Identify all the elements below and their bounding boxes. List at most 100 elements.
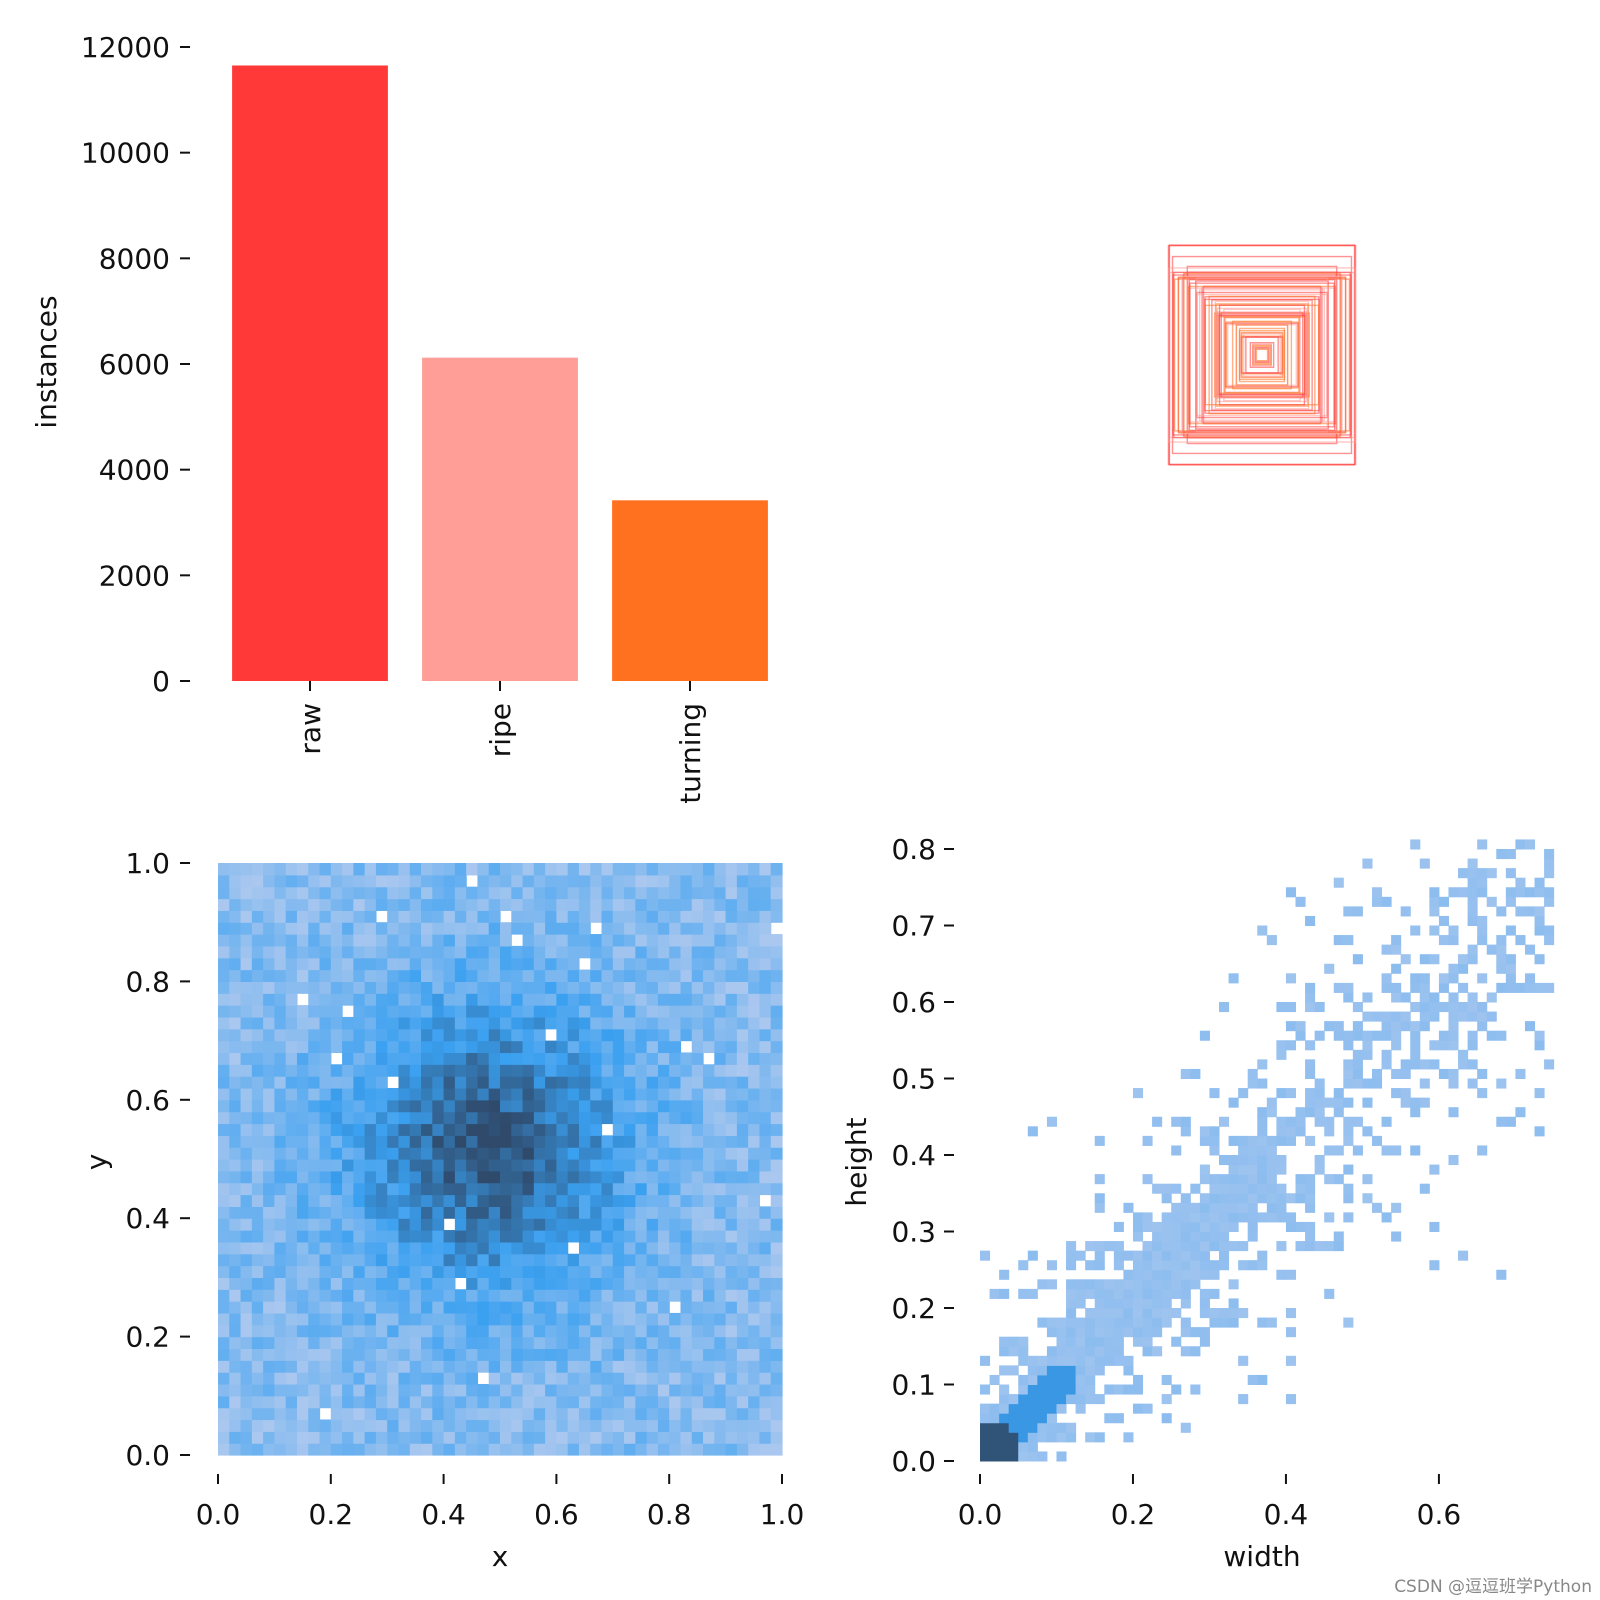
xy-cell [556,1099,569,1113]
xy-cell [736,922,749,935]
wh-cell [1075,1403,1086,1414]
xy-cell [364,1443,377,1456]
xy-cell [601,1360,614,1373]
xy-cell [556,1265,569,1278]
xy-cell [488,1348,501,1361]
xy-cell [398,1005,411,1018]
xy-cell [748,1253,761,1267]
xy-cell [601,934,614,947]
wh-cell [1180,1212,1191,1223]
xy-cell [330,1265,343,1278]
xy-cell [590,1135,603,1148]
xy-cell [578,1241,591,1255]
xy-cell [669,969,682,982]
xy-cell [578,1360,591,1373]
xy-cell [714,957,727,971]
xy-cell [725,1218,738,1231]
xy-cell [601,1277,614,1290]
wh-cell [1152,1288,1163,1299]
wh-cell [1343,1164,1354,1175]
xy-cell [533,1052,546,1065]
xy-cell [759,1147,772,1160]
xy-cell [364,1218,377,1231]
xy-cell [511,863,524,876]
xy-cell [296,874,309,888]
xy-cell [432,1372,445,1385]
bar-y-axis-label: instances [30,295,63,428]
xy-cell [364,1005,377,1018]
xy-cell [635,1087,648,1101]
xy-cell [725,1289,738,1302]
xy-cell [590,1336,603,1350]
xy-cell [229,910,242,923]
xy-cell [567,1230,580,1243]
xy-cell [296,1265,309,1278]
wh-cell [1429,1221,1440,1232]
xy-cell [669,1443,682,1456]
xy-cell [375,1277,388,1290]
xy-cell [296,922,309,935]
xy-cell [680,1383,693,1397]
xy-cell [274,1301,287,1314]
xy-cell [263,1016,275,1030]
wh-cell [1171,1145,1182,1156]
xy-cell [680,898,693,911]
wh-cell [1362,1040,1373,1051]
xy-cell [703,1383,715,1397]
xy-cell [274,1431,287,1444]
xy-cell [229,1407,242,1421]
wh-cell [1238,1355,1249,1366]
xy-cell [624,1336,636,1350]
xy-cell [398,1016,411,1030]
wh-cell [1381,973,1392,984]
xy-cell [533,1170,546,1184]
xy-cell [466,1064,479,1077]
wh-cell [1362,992,1373,1003]
xy-cell [319,1301,332,1314]
wh-cell [999,1422,1010,1433]
xy-cell [612,1135,625,1148]
xy-cell [556,1277,569,1290]
xy-cell [263,1218,275,1231]
xy-cell [285,981,298,994]
xy-cell [387,1170,400,1184]
xy-cell [274,1182,287,1196]
xy-cell [759,969,772,982]
xy-cell [759,1395,772,1409]
xy-cell [567,1206,580,1219]
wh-cell [1352,1059,1363,1070]
bounding-box [1255,348,1269,362]
xy-cell [736,1182,749,1196]
xy-cell [612,1372,625,1385]
xy-cell [556,1135,569,1148]
wh-cell [1276,1183,1287,1194]
xy-cell [556,886,569,900]
xy-cell [556,1348,569,1361]
wh-y-tick-label: 0.4 [891,1139,936,1172]
xy-cell [319,1194,332,1207]
wh-cell [1008,1365,1019,1376]
xy-cell [522,1040,535,1054]
wh-cell [1285,1221,1297,1232]
xy-cell [703,969,715,982]
xy-cell [353,874,366,888]
wh-cell [1257,1155,1268,1166]
xy-cell [680,1230,693,1243]
wh-cell [1496,1116,1507,1127]
wh-cell [1486,1011,1497,1022]
xy-cell [240,1348,253,1361]
wh-cell [1180,1241,1191,1252]
wh-cell [1343,1212,1354,1223]
wh-cell [1458,963,1469,974]
xy-cell [432,1348,445,1361]
xy-cell [578,1431,591,1444]
xy-cell [330,1123,343,1136]
xy-cell [657,1005,670,1018]
wh-cell [1391,944,1402,955]
xy-cell [364,1372,377,1385]
wh-cell [1085,1432,1096,1443]
xy-cell [601,1076,614,1089]
wh-cell [1448,1040,1459,1051]
xy-cell [274,1170,287,1184]
xy-cell [229,1443,242,1456]
